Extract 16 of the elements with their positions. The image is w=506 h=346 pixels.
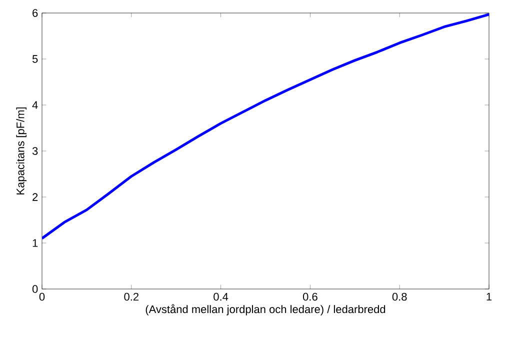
x-axis-title: (Avstånd mellan jordplan och ledare) / ledarbredd xyxy=(146,304,386,316)
y-tick-label: 6 xyxy=(32,9,38,17)
y-tick-label: 2 xyxy=(32,193,38,201)
y-tick-label: 4 xyxy=(32,101,38,109)
y-axis-title: Kapacitans [pF/m] xyxy=(16,107,26,194)
x-tick-label: 0.2 xyxy=(124,292,138,301)
y-tick-label: 5 xyxy=(32,55,38,63)
x-tick-label: 0 xyxy=(39,292,45,301)
line-series xyxy=(42,13,490,240)
y-tick-label: 0 xyxy=(32,285,38,293)
x-tick-label: 1 xyxy=(486,292,492,300)
x-tick-label: 0.8 xyxy=(392,292,407,301)
y-tick-label: 1 xyxy=(32,239,38,247)
x-tick-label: 0.6 xyxy=(302,292,318,301)
x-tick-label: 0.4 xyxy=(214,292,228,301)
y-tick-label: 3 xyxy=(32,147,38,155)
